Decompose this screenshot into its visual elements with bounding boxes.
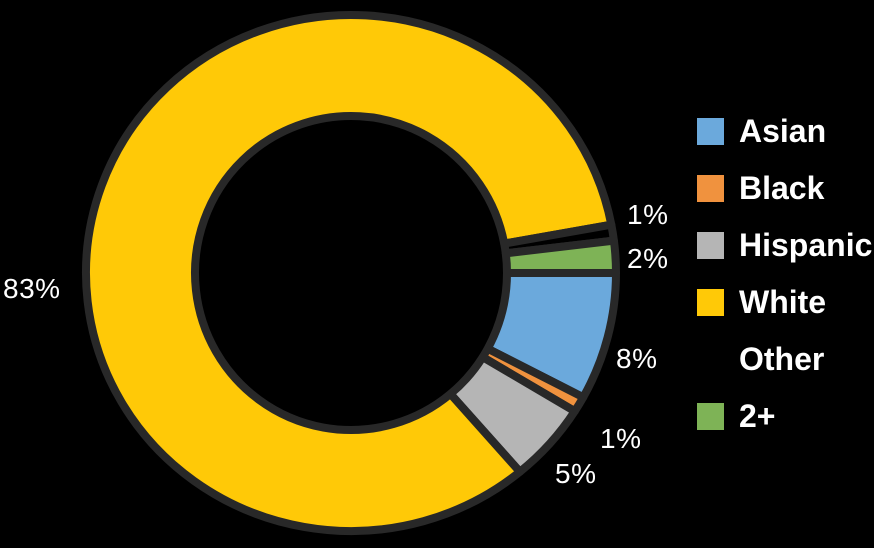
legend-label-white: White [739,284,827,320]
legend-swatch-black [697,174,724,202]
legend-swatch-hispanic [697,231,724,259]
legend-label-2plus: 2+ [739,398,776,434]
legend-item-white: White [697,284,872,320]
slice-value-label-hispanic: 5% [555,458,597,489]
legend-label-asian: Asian [739,113,827,149]
legend-label-black: Black [739,170,825,206]
slice-value-label-other: 1% [627,199,669,230]
slice-value-label-2plus: 2% [627,243,669,274]
legend-label-other: Other [739,341,825,377]
slice-value-label-white: 83% [3,273,61,304]
legend-item-2plus: 2+ [697,398,872,434]
slice-value-label-asian: 8% [616,343,658,374]
donut-slice-2 [501,236,620,277]
legend-swatch-white [697,288,724,316]
legend-item-black: Black [697,170,872,206]
legend-item-asian: Asian [697,113,872,149]
donut-slice-white [82,10,616,535]
legend-label-hispanic: Hispanic [739,227,873,263]
legend-swatch-asian [697,117,724,145]
legend-item-other: Other [697,341,872,377]
legend: Asian Black Hispanic White Other 2+ [697,113,873,458]
legend-swatch-2plus [697,402,724,430]
legend-item-hispanic: Hispanic [697,227,873,263]
slice-value-label-black: 1% [600,423,642,454]
legend-swatch-other [697,345,724,373]
